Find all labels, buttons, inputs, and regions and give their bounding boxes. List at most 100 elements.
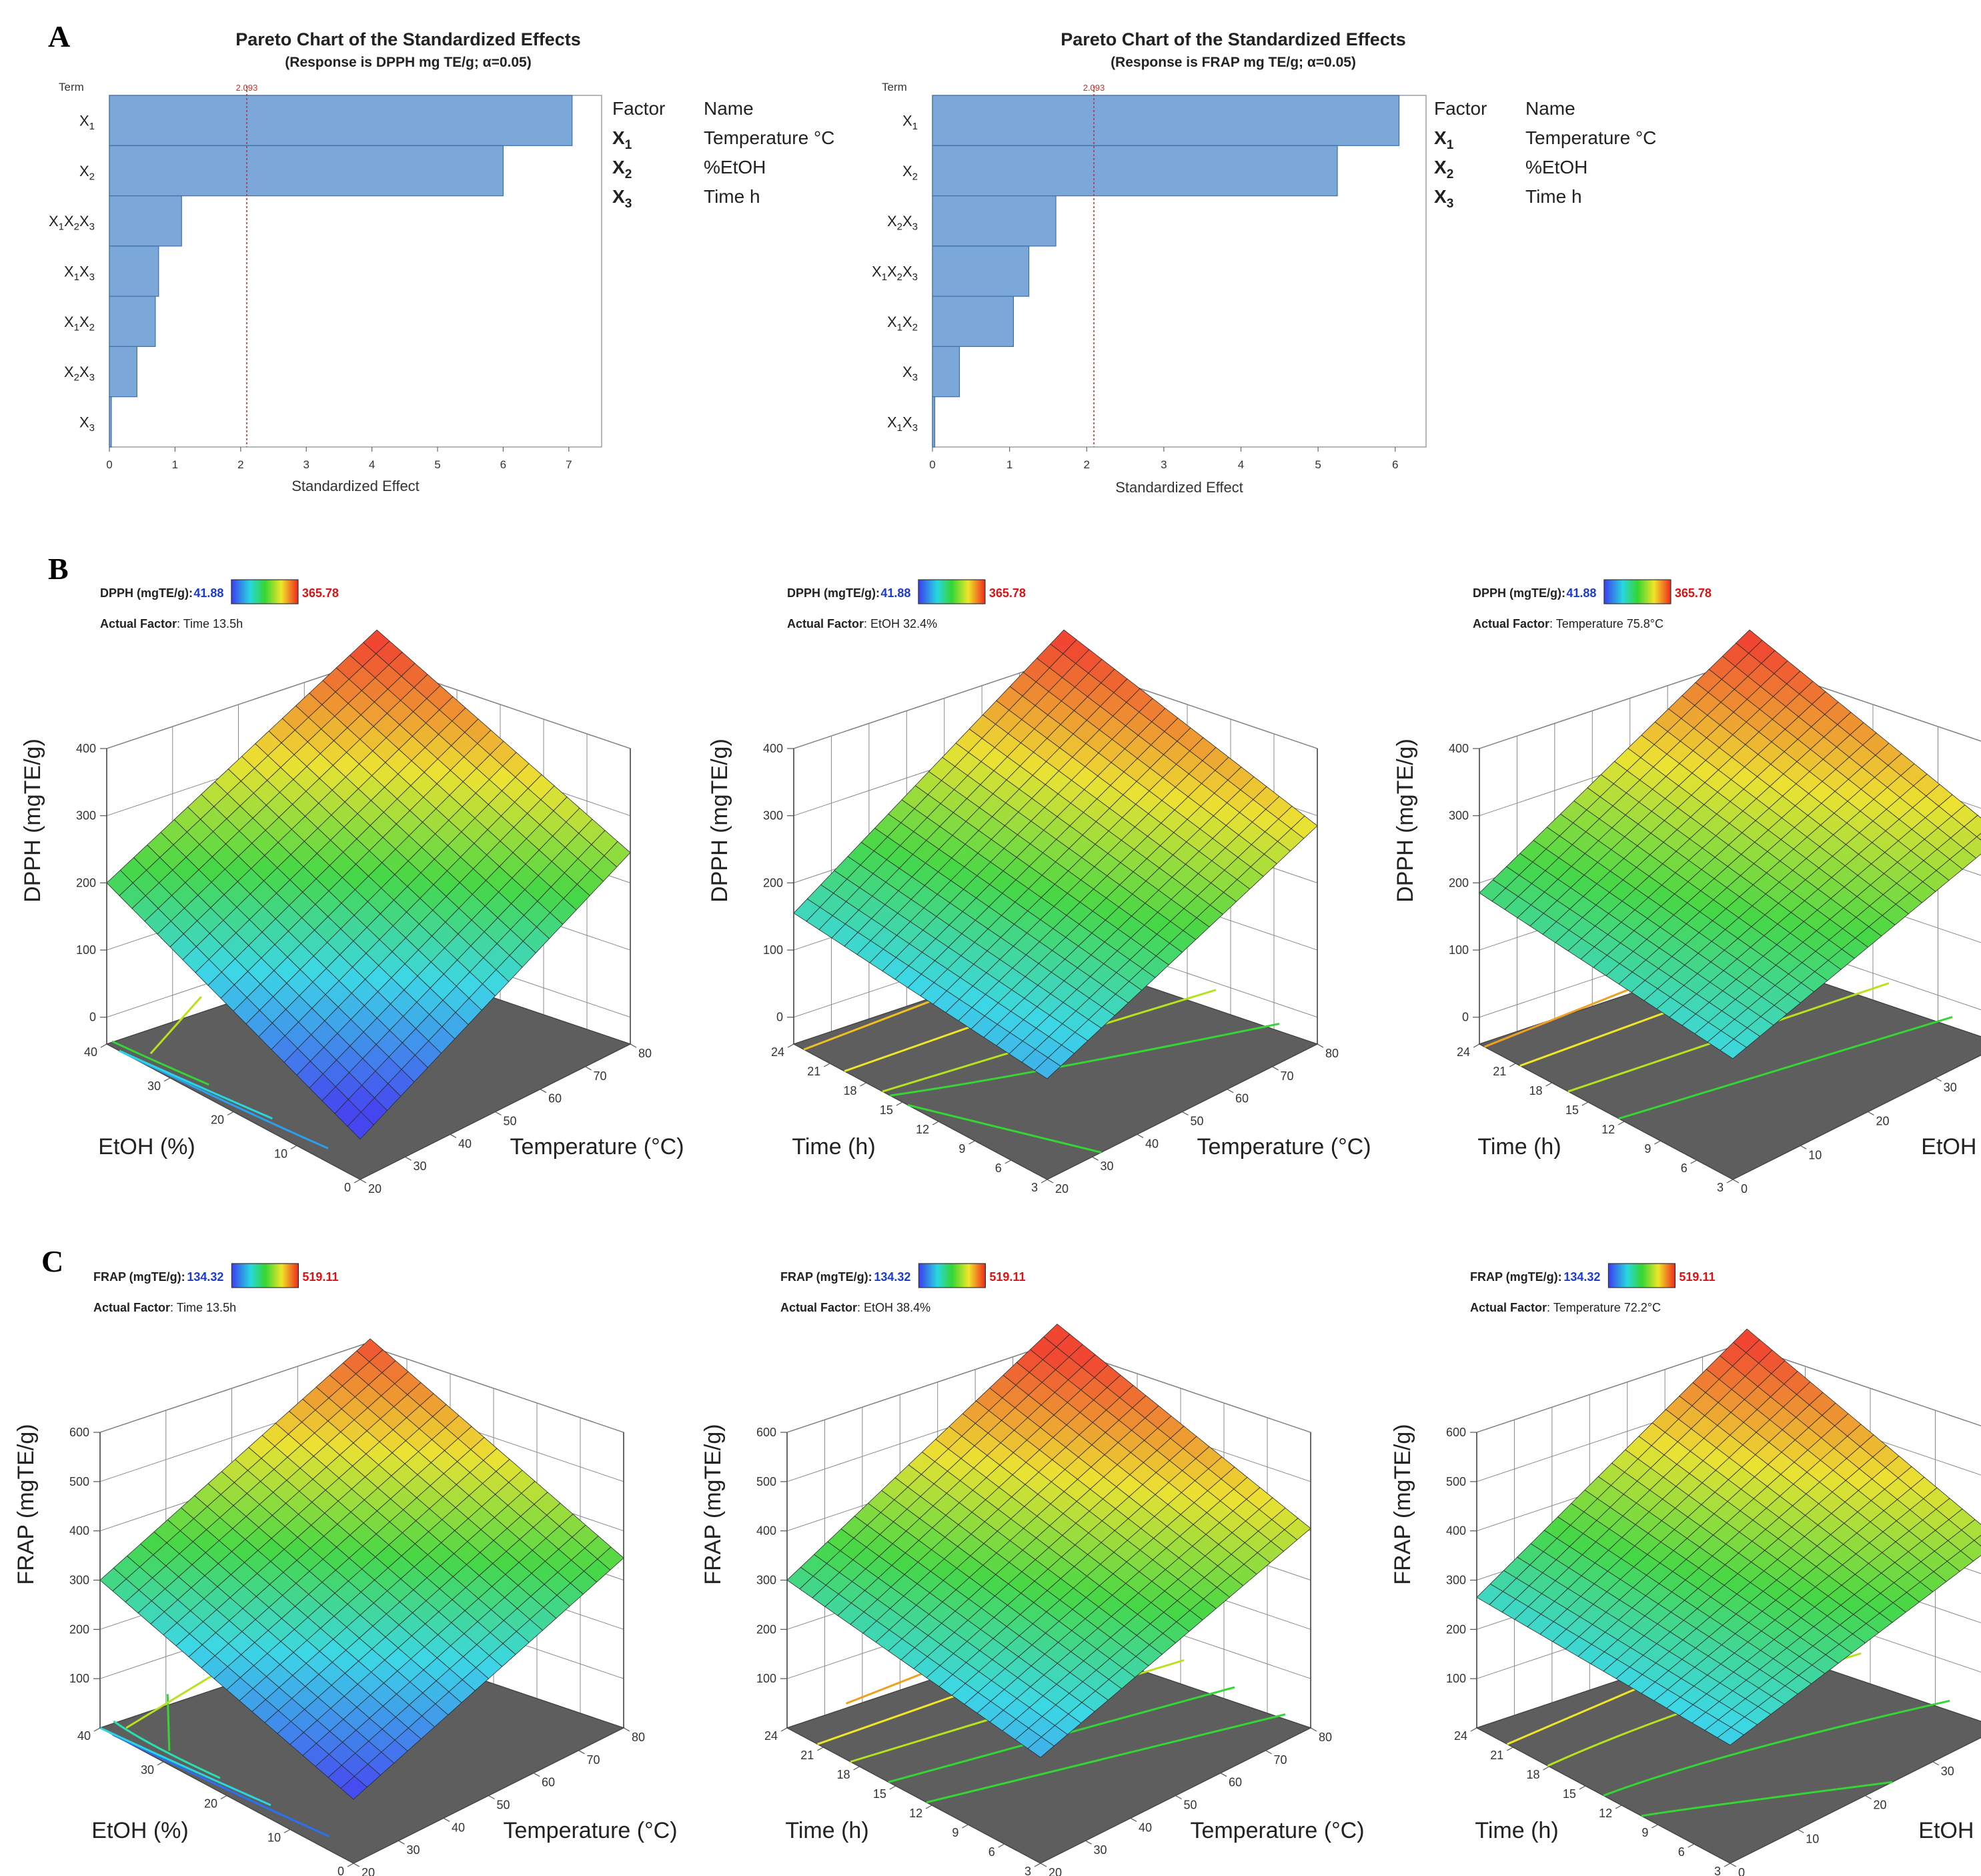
left-axis-tick [1034,1863,1041,1867]
left-axis-tick-label: 24 [771,1045,784,1059]
legend-factor-name: %EtOH [704,157,766,177]
response-surface [1476,1328,1981,1746]
right-axis-tick [1047,1179,1054,1184]
legend-header-name: Name [704,98,754,119]
left-axis-tick [347,1863,354,1867]
right-axis-tick-label: 30 [1094,1843,1107,1857]
legend-header-factor: Factor [612,98,665,119]
legend-max-value: 365.78 [1675,586,1712,600]
term-label: X1​ [902,113,918,133]
z-tick-label: 300 [69,1574,89,1587]
z-tick-label: 100 [1449,943,1469,957]
left-axis-tick [220,1795,227,1800]
left-axis-tick-label: 20 [211,1113,224,1127]
z-tick-label: 0 [1462,1011,1469,1024]
left-axis-tick-label: 18 [1529,1084,1543,1097]
right-axis-tick [1130,1817,1137,1822]
z-tick-label: 0 [776,1011,783,1024]
z-tick-label: 200 [76,876,96,889]
actual-factor-label: Actual Factor [1473,617,1549,630]
right-axis-tick [578,1750,585,1755]
term-label: X2​ [612,157,632,181]
z-tick-label: 100 [76,943,96,957]
z-tick-label: 100 [1446,1672,1466,1685]
z-grid-line [99,1344,624,1433]
right-axis-tick [1220,1773,1227,1777]
left-axis-tick [227,1111,234,1116]
z-tick-label: 200 [756,1622,776,1636]
legend-factor-name: %EtOH [1525,157,1587,177]
left-axis-tick [354,1179,361,1184]
left-axis-tick [1617,1121,1625,1125]
bar-X1 [932,95,1400,146]
z-tick-label: 100 [69,1672,89,1685]
floor-contour [113,1720,221,1779]
left-axis-tick [163,1077,171,1082]
actual-factor-label: Actual Factor [100,617,177,630]
left-axis-label: Time (h) [1477,1134,1561,1159]
actual-factor-line: Actual Factor: EtOH 32.4% [787,617,937,630]
surface-cell [1717,1727,1744,1746]
right-axis-tick-label: 80 [1319,1731,1332,1744]
left-axis-tick-label: 12 [916,1123,929,1136]
right-axis-tick [495,1111,502,1116]
term-label: X3​ [79,414,95,434]
right-axis-tick [1272,1066,1279,1071]
left-axis-tick-label: 24 [1454,1729,1467,1743]
right-axis-tick [488,1795,495,1800]
legend-color-bar [1603,579,1672,604]
left-axis-tick-label: 0 [338,1865,344,1876]
legend-min-value: 134.32 [187,1270,223,1284]
right-axis-tick-label: 70 [1281,1069,1294,1083]
z-tick-label: 500 [1446,1475,1466,1488]
bar-X1X2 [109,296,156,348]
right-axis-tick [1797,1829,1804,1833]
right-axis-tick [1868,1111,1874,1116]
legend-max-value: 519.11 [302,1270,338,1284]
legend-color-bar [918,1263,986,1288]
z-tick-label: 100 [756,1672,776,1685]
right-axis-tick-label: 50 [504,1115,517,1128]
left-axis-label: EtOH (%) [91,1818,188,1843]
right-axis-tick-label: 0 [1738,1866,1745,1876]
right-axis-tick-label: 80 [638,1047,652,1060]
right-axis-tick-label: 60 [542,1776,555,1789]
left-axis-tick-label: 12 [1599,1807,1612,1820]
floor-contour [111,1040,209,1086]
legend-color-bar [231,1263,299,1288]
right-axis-tick-label: 50 [497,1799,510,1812]
legend-factor-name: Temperature °C [1525,127,1656,148]
bar-X1X2X3 [109,195,182,247]
left-axis-tick-label: 24 [764,1729,778,1743]
left-axis-tick [896,1101,903,1106]
left-axis-label: Time (h) [1475,1818,1558,1843]
term-label: X1​ [79,113,95,133]
left-axis-tick-label: 12 [1601,1123,1615,1136]
z-tick-label: 300 [1449,809,1469,823]
bar-X2 [109,145,504,197]
right-axis-tick [1865,1795,1872,1800]
left-axis-tick [1615,1805,1622,1809]
surface-plot-dpph-temperature-etoh: 0 100 200 300 400 DPPH (mgTE/g) 0 10 20 30 40 20 30 4… [20,579,684,1196]
x-tick-label: 0 [106,458,112,471]
right-axis-tick [585,1066,592,1071]
left-axis-tick [1581,1101,1589,1106]
surface-plot-dpph-etoh-time: 0 100 200 300 400 DPPH (mgTE/g) 3 6 9 12 15 18 21 24 0… [1393,579,1981,1196]
right-axis-tick [1040,1863,1047,1867]
y-axis-label: Term [59,81,84,93]
z-tick-label: 400 [756,1524,776,1538]
right-axis-label: Temperature (°C) [1197,1134,1371,1159]
pareto-subtitle: (Response is FRAP mg TE/g; α=0.05) [1111,55,1356,70]
right-axis-tick-label: 70 [587,1753,600,1767]
term-label: X3​ [1434,186,1453,211]
left-axis-tick [780,1727,788,1732]
bar-X1X3 [109,246,159,297]
left-axis-tick-label: 18 [837,1768,850,1781]
term-label: X1​X3​ [64,264,95,284]
surface-plot-frap-temperature-time: 100 200 300 400 500 600 FRAP (mgTE/g) 3 6 9 12 15 18… [700,1263,1365,1876]
term-label: X2​ [902,163,918,183]
left-axis-tick [1470,1727,1477,1732]
x-tick-label: 1 [1007,458,1013,471]
x-tick-label: 7 [566,458,572,471]
